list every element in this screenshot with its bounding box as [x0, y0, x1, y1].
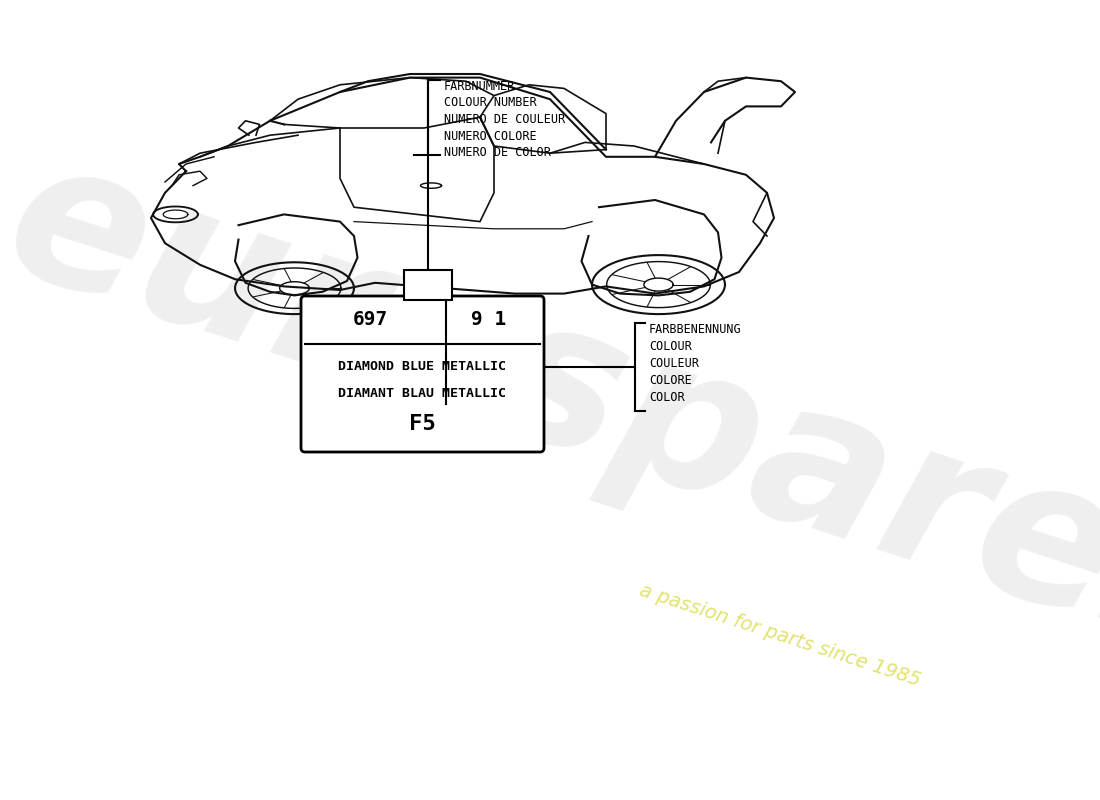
Text: eurospares: eurospares	[0, 121, 1100, 699]
Text: 697: 697	[353, 310, 388, 329]
FancyBboxPatch shape	[301, 296, 544, 452]
Text: NUMERO DE COULEUR: NUMERO DE COULEUR	[443, 113, 564, 126]
Text: NUMERO DE COLOR: NUMERO DE COLOR	[443, 146, 551, 159]
Text: COLORE: COLORE	[649, 374, 692, 386]
Text: DIAMOND BLUE METALLIC: DIAMOND BLUE METALLIC	[339, 360, 506, 373]
Text: COLOUR: COLOUR	[649, 339, 692, 353]
Text: F5: F5	[409, 414, 436, 434]
Text: NUMERO COLORE: NUMERO COLORE	[443, 130, 537, 142]
Text: FARBNUMMER: FARBNUMMER	[443, 80, 515, 93]
Text: FARBBENENNUNG: FARBBENENNUNG	[649, 322, 741, 336]
Bar	[404, 270, 452, 300]
Text: COLOUR NUMBER: COLOUR NUMBER	[443, 97, 537, 110]
Text: COULEUR: COULEUR	[649, 357, 698, 370]
Text: DIAMANT BLAU METALLIC: DIAMANT BLAU METALLIC	[339, 386, 506, 400]
Text: 9 1: 9 1	[471, 310, 506, 329]
Text: COLOR: COLOR	[649, 390, 684, 403]
Text: a passion for parts since 1985: a passion for parts since 1985	[637, 581, 923, 690]
